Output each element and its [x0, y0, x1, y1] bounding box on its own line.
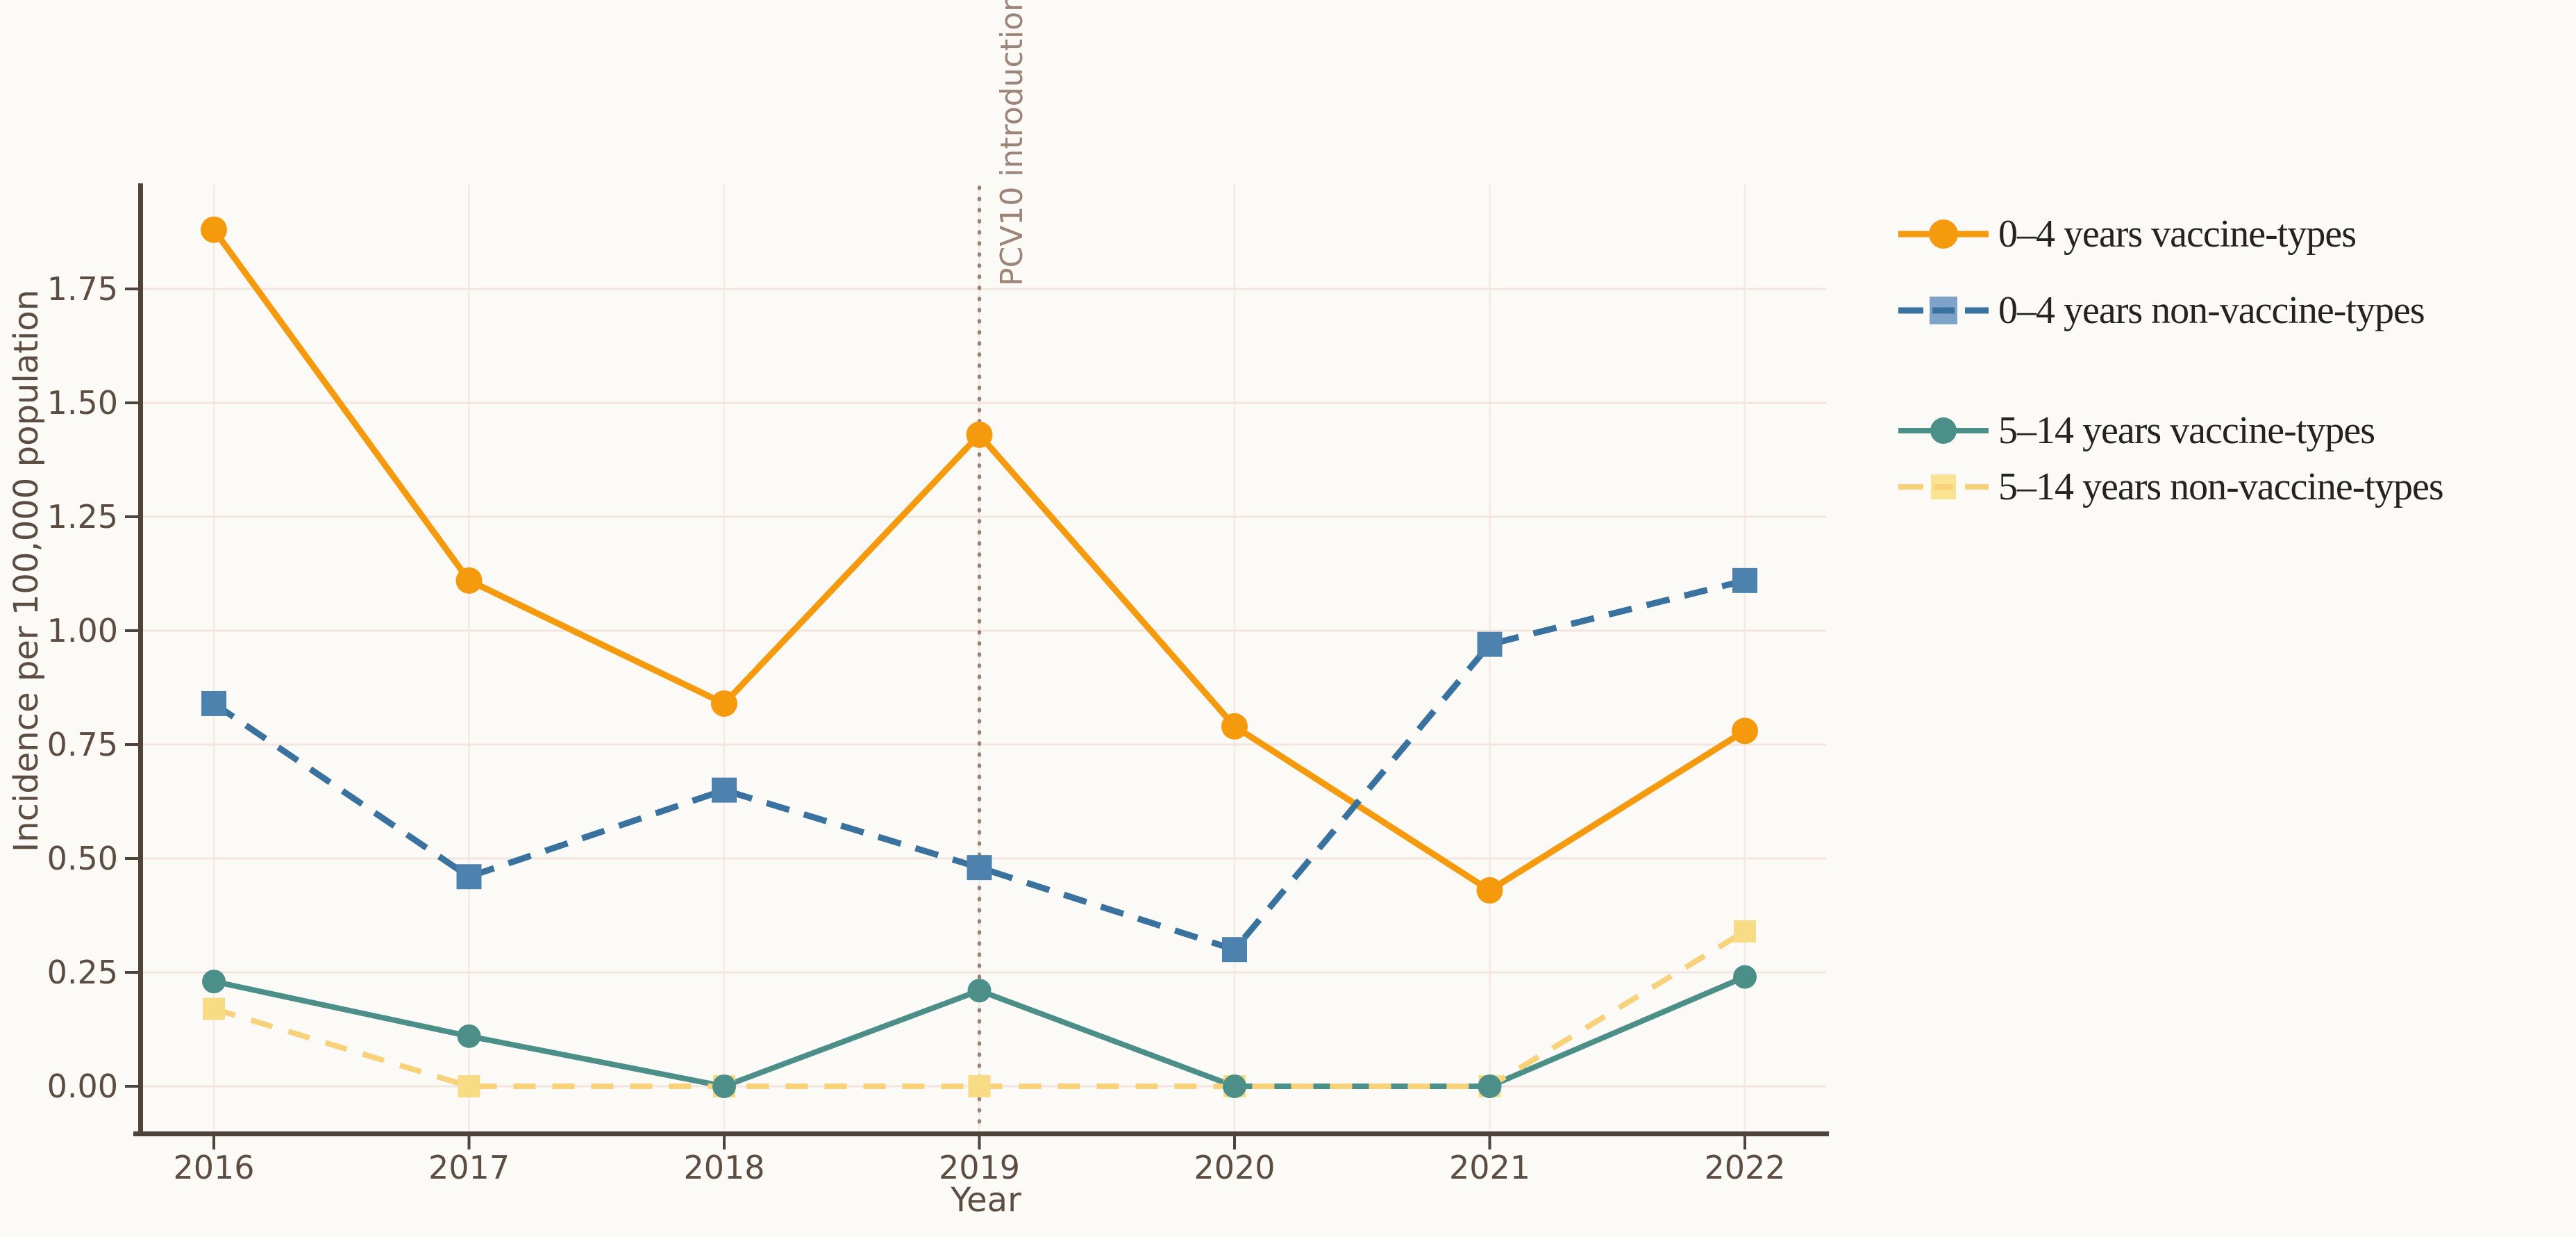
data-point-square — [968, 1075, 991, 1097]
data-point-square — [1734, 920, 1756, 943]
data-point-square — [456, 864, 482, 890]
x-tick-label: 2017 — [428, 1149, 510, 1186]
y-tick-label: 0.50 — [47, 840, 118, 877]
x-tick-label: 2018 — [683, 1149, 764, 1186]
y-tick-label: 0.25 — [47, 954, 118, 991]
y-tick-label: 1.25 — [47, 498, 118, 536]
y-tick-label: 0.75 — [47, 726, 118, 763]
data-point-square — [201, 690, 226, 716]
data-point-circle — [455, 567, 483, 594]
data-point-circle — [711, 690, 737, 717]
x-axis-title: Year — [951, 1181, 1021, 1220]
data-point-square — [1222, 937, 1247, 963]
x-tick-label: 2022 — [1704, 1149, 1785, 1186]
x-axis-spine — [133, 1131, 1829, 1136]
y-tick-label: 0.00 — [47, 1068, 118, 1105]
y-axis-spine — [138, 183, 143, 1136]
y-tick-label: 1.75 — [47, 270, 118, 308]
data-point-square — [967, 855, 992, 881]
data-point-circle — [1732, 717, 1758, 745]
data-point-circle — [202, 970, 226, 994]
y-tick-label: 1.50 — [47, 384, 118, 422]
data-point-square — [1477, 631, 1503, 657]
data-point-circle — [1478, 1074, 1502, 1098]
y-tick-label: 1.00 — [47, 612, 118, 649]
annotation-label: PCV10 introduction — [994, 0, 1030, 286]
x-tick-label: 2016 — [173, 1149, 254, 1186]
data-point-circle — [1221, 713, 1248, 740]
data-point-square — [1732, 567, 1757, 593]
x-tick-label: 2021 — [1449, 1149, 1530, 1186]
data-point-circle — [457, 1024, 481, 1048]
data-point-circle — [1733, 965, 1757, 989]
data-point-square — [203, 997, 225, 1020]
data-point-circle — [201, 216, 227, 243]
x-tick-label: 2019 — [939, 1149, 1020, 1186]
data-point-circle — [967, 979, 992, 1003]
data-point-circle — [1223, 1074, 1246, 1098]
data-point-circle — [966, 421, 993, 448]
data-point-circle — [1476, 877, 1503, 904]
y-axis-title: Incidence per 100,000 population — [7, 289, 46, 853]
data-point-circle — [712, 1074, 736, 1098]
data-point-square — [458, 1075, 480, 1097]
data-point-square — [712, 777, 737, 803]
x-tick-label: 2020 — [1194, 1149, 1275, 1186]
